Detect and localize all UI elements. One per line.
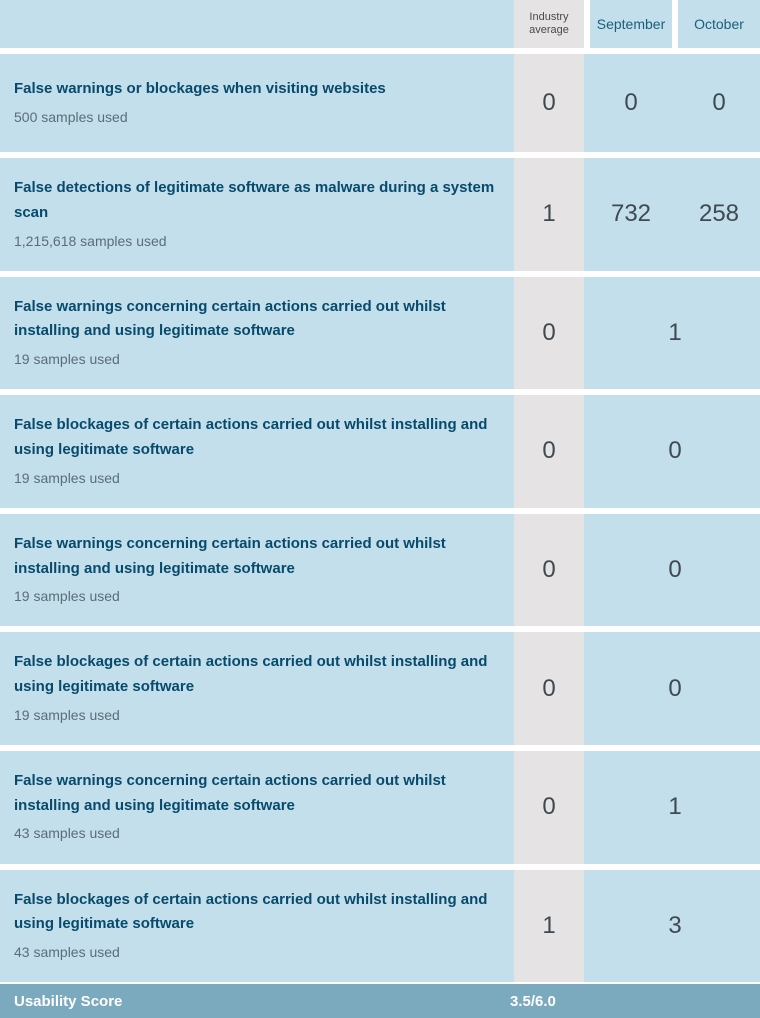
row-title: False warnings concerning certain action… — [14, 769, 500, 819]
cell-month-0: 732 — [590, 158, 672, 271]
row-title: False warnings concerning certain action… — [14, 532, 500, 582]
cell-industry-avg: 0 — [514, 751, 584, 864]
usability-table: Industry average September October False… — [0, 0, 760, 1018]
row-subtitle: 19 samples used — [14, 348, 500, 371]
cell-months-merged: 0 — [590, 395, 760, 508]
footer-label: Usability Score — [0, 993, 508, 1010]
row-subtitle: 1,215,618 samples used — [14, 230, 500, 253]
table-row: False detections of legitimate software … — [0, 158, 760, 271]
row-title: False detections of legitimate software … — [14, 176, 500, 226]
row-label: False blockages of certain actions carri… — [0, 870, 514, 983]
row-subtitle: 19 samples used — [14, 467, 500, 490]
table-row: False warnings concerning certain action… — [0, 751, 760, 864]
cell-industry-avg: 0 — [514, 514, 584, 627]
row-title: False warnings or blockages when visitin… — [14, 77, 500, 102]
row-title: False blockages of certain actions carri… — [14, 413, 500, 463]
cell-months-merged: 1 — [590, 751, 760, 864]
col-header-month-1: October — [678, 0, 760, 48]
row-label: False blockages of certain actions carri… — [0, 395, 514, 508]
cell-month-1: 258 — [678, 158, 760, 271]
cell-month-1: 0 — [678, 54, 760, 152]
table-row: False warnings concerning certain action… — [0, 514, 760, 627]
row-subtitle: 19 samples used — [14, 704, 500, 727]
row-title: False blockages of certain actions carri… — [14, 888, 500, 938]
row-label: False blockages of certain actions carri… — [0, 632, 514, 745]
col-header-avg: Industry average — [514, 0, 584, 48]
table-row: False blockages of certain actions carri… — [0, 632, 760, 745]
row-title: False warnings concerning certain action… — [14, 295, 500, 345]
cell-industry-avg: 0 — [514, 54, 584, 152]
row-subtitle: 43 samples used — [14, 822, 500, 845]
cell-industry-avg: 1 — [514, 870, 584, 983]
cell-months-merged: 3 — [590, 870, 760, 983]
cell-industry-avg: 0 — [514, 395, 584, 508]
row-label: False warnings concerning certain action… — [0, 277, 514, 390]
row-title: False blockages of certain actions carri… — [14, 650, 500, 700]
footer-score: 3.5/6.0 — [508, 993, 760, 1010]
cell-months-merged: 0 — [590, 514, 760, 627]
row-subtitle: 19 samples used — [14, 585, 500, 608]
row-label: False warnings or blockages when visitin… — [0, 54, 514, 152]
table-row: False warnings or blockages when visitin… — [0, 54, 760, 152]
cell-industry-avg: 1 — [514, 158, 584, 271]
row-subtitle: 43 samples used — [14, 941, 500, 964]
row-label: False warnings concerning certain action… — [0, 514, 514, 627]
cell-month-0: 0 — [590, 54, 672, 152]
row-label: False warnings concerning certain action… — [0, 751, 514, 864]
col-header-month-0: September — [590, 0, 672, 48]
cell-months-merged: 1 — [590, 277, 760, 390]
table-row: False blockages of certain actions carri… — [0, 870, 760, 983]
row-subtitle: 500 samples used — [14, 106, 500, 129]
table-row: False warnings concerning certain action… — [0, 277, 760, 390]
footer-row: Usability Score 3.5/6.0 — [0, 984, 760, 1018]
cell-months-merged: 0 — [590, 632, 760, 745]
table-row: False blockages of certain actions carri… — [0, 395, 760, 508]
row-label: False detections of legitimate software … — [0, 158, 514, 271]
cell-industry-avg: 0 — [514, 632, 584, 745]
table-header-row: Industry average September October — [0, 0, 760, 48]
cell-industry-avg: 0 — [514, 277, 584, 390]
